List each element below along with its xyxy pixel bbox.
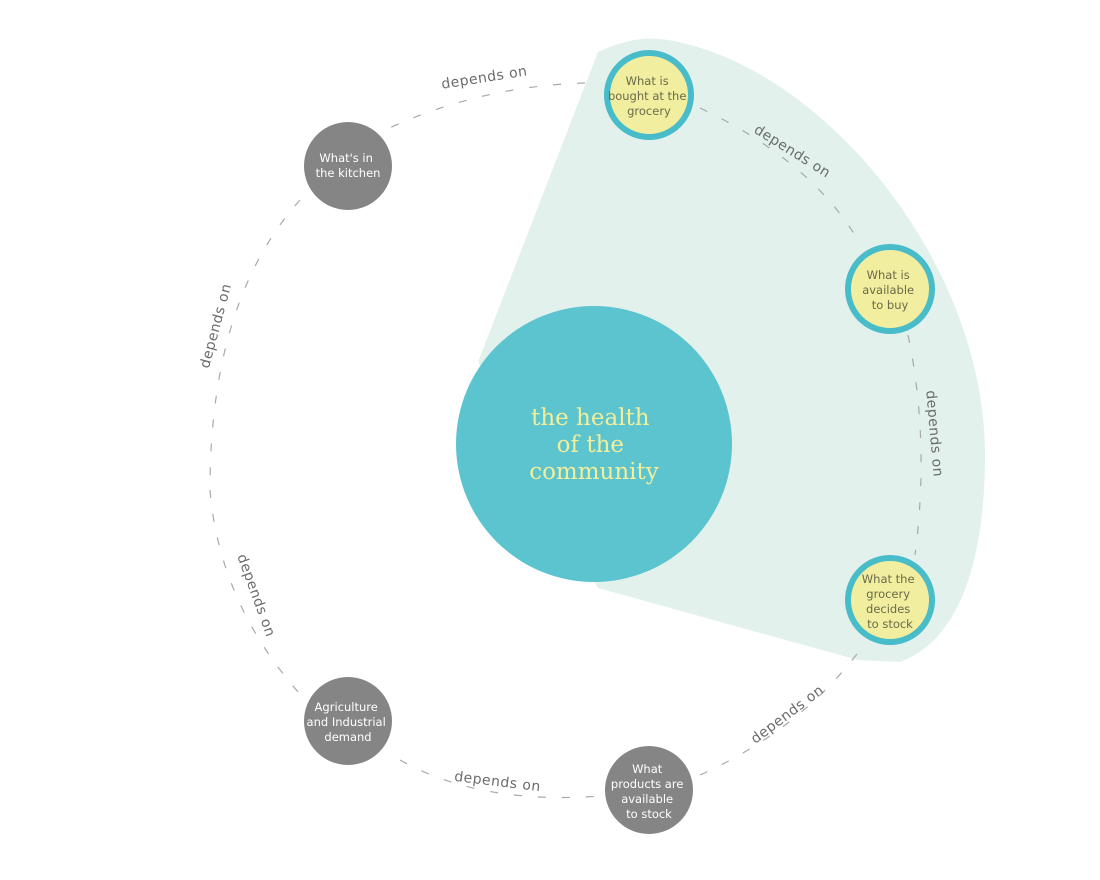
node-products-available-circle [605, 746, 693, 834]
center-circle [456, 306, 732, 582]
node-line: the kitchen [316, 166, 381, 180]
edge-label-right: depends on [922, 390, 946, 478]
node-line: bought at the [608, 89, 686, 103]
node-line: demand [324, 730, 371, 744]
node-agriculture-circle [304, 677, 392, 765]
node-kitchen: What's in the kitchen [304, 122, 392, 210]
node-line: available [621, 792, 673, 806]
node-line: What [632, 762, 663, 776]
node-grocery-bought: What is bought at the grocery [604, 50, 694, 140]
node-grocery-stock-circle [845, 555, 935, 645]
ring-segment [699, 107, 859, 241]
node-grocery-stock-label: What the grocery decides to stock [862, 572, 918, 631]
center-node: the health of the community [456, 306, 732, 582]
ring-segment [699, 649, 861, 776]
node-products-available: What products are available to stock [605, 746, 693, 834]
ring-segment [907, 334, 922, 556]
node-available-to-buy-label: What is available to buy [862, 268, 918, 312]
ring-segment [209, 199, 301, 491]
edge-label-bottom: depends on [453, 769, 541, 795]
ring-segment [384, 82, 586, 131]
center-line-2: of the [557, 432, 624, 458]
node-kitchen-label: What's in the kitchen [316, 151, 381, 180]
node-line: products are [611, 777, 683, 791]
node-line: What the [862, 572, 915, 586]
edge-label-upper-left: depends on [197, 282, 235, 370]
node-available-to-buy: What is available to buy [845, 244, 935, 334]
node-agriculture: Agriculture and Industrial demand [304, 677, 392, 765]
ring-segment [209, 489, 311, 706]
node-available-to-buy-circle [845, 244, 935, 334]
node-line: to stock [626, 807, 672, 821]
edge-label-lower-right: depends on [748, 682, 827, 747]
node-line: What is [626, 74, 669, 88]
center-line-1: the health [531, 405, 650, 431]
center-label: the health of the community [529, 405, 659, 485]
center-line-3: community [529, 459, 659, 485]
node-line: decides [866, 602, 910, 616]
edge-label-lower-left: depends on [233, 552, 278, 639]
node-kitchen-circle [304, 122, 392, 210]
node-grocery-bought-label: What is bought at the grocery [608, 74, 690, 118]
node-agriculture-label: Agriculture and Industrial demand [307, 700, 390, 744]
node-line: grocery [866, 587, 910, 601]
edge-label-top: depends on [440, 63, 528, 92]
node-line: What is [867, 268, 910, 282]
node-line: grocery [627, 104, 671, 118]
node-line: Agriculture [315, 700, 378, 714]
node-grocery-bought-circle [604, 50, 694, 140]
node-line: to stock [867, 617, 913, 631]
node-grocery-stock: What the grocery decides to stock [845, 555, 935, 645]
node-line: What's in [319, 151, 373, 165]
node-line: and Industrial [307, 715, 386, 729]
node-line: available [862, 283, 914, 297]
dependency-ring [209, 82, 922, 799]
node-line: to buy [872, 298, 909, 312]
node-products-available-label: What products are available to stock [611, 762, 687, 821]
